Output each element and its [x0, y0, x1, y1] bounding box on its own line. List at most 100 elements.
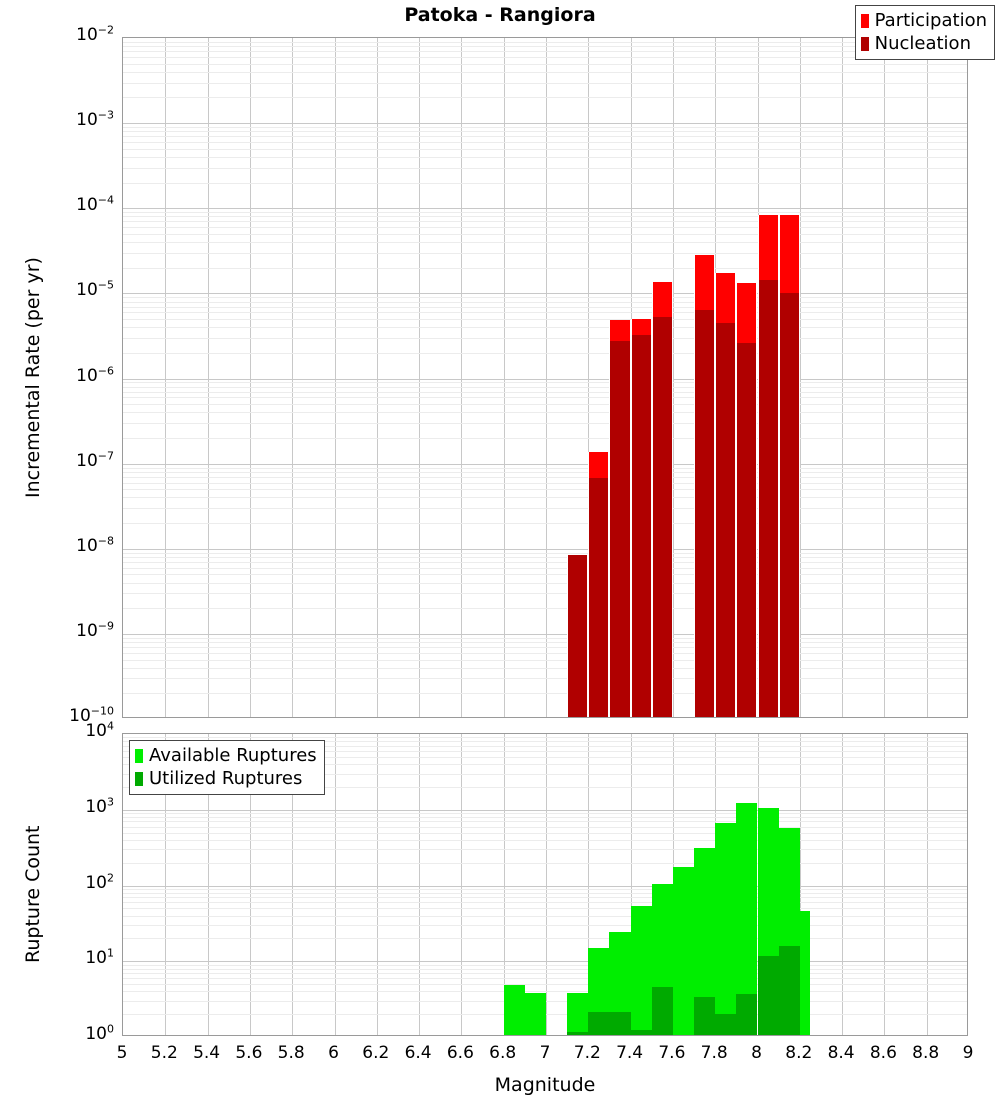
gridline-vertical: [208, 734, 209, 1035]
gridline-horizontal-minor: [123, 574, 967, 575]
legend-swatch-icon: [860, 13, 869, 28]
y-tick-label: 10−8: [76, 534, 114, 556]
gridline-horizontal-minor: [123, 751, 967, 752]
x-tick-label: 6.4: [404, 1043, 432, 1063]
gridline-horizontal-minor: [123, 593, 967, 594]
bar-utilized-ruptures: [630, 1030, 642, 1035]
gridline-horizontal-minor: [123, 268, 967, 269]
bar-available-ruptures: [662, 884, 673, 1035]
gridline-vertical: [335, 734, 336, 1035]
gridline-horizontal-minor: [123, 412, 967, 413]
bar-utilized-ruptures: [641, 1030, 652, 1035]
gridline-vertical: [546, 38, 547, 717]
gridline-horizontal-minor: [123, 468, 967, 469]
x-tick-label: 7.2: [573, 1043, 601, 1063]
gridline-horizontal-minor: [123, 817, 967, 818]
y-tick-label: 10−6: [76, 363, 114, 386]
gridline-vertical: [800, 734, 801, 1035]
gridline-horizontal-minor: [123, 97, 967, 98]
bar-utilized-ruptures: [768, 956, 779, 1035]
bar-nucleation: [778, 293, 800, 717]
gridline-vertical: [884, 38, 885, 717]
rupture-count-legend: Available Ruptures Utilized Ruptures: [129, 740, 325, 795]
bar-available-ruptures: [694, 848, 705, 1035]
bar-available-ruptures: [598, 948, 610, 1035]
gridline-vertical: [419, 38, 420, 717]
bar-utilized-ruptures: [757, 956, 769, 1035]
gridline-horizontal-minor: [123, 397, 967, 398]
bar-utilized-ruptures: [736, 993, 747, 1035]
bar-utilized-ruptures: [588, 1012, 599, 1035]
gridline-horizontal-major: [123, 549, 967, 550]
gridline-vertical: [588, 734, 589, 1035]
gridline-horizontal-minor: [123, 863, 967, 864]
gridline-vertical: [546, 734, 547, 1035]
gridline-horizontal-minor: [123, 902, 967, 903]
gridline-horizontal-minor: [123, 642, 967, 643]
y-tick-label: 102: [85, 870, 114, 893]
gridline-vertical: [377, 38, 378, 717]
x-tick-label: 6: [328, 1043, 339, 1063]
rupture-count-plot-area: [123, 734, 967, 1035]
gridline-horizontal-minor: [123, 889, 967, 890]
y-tick-label: 10−5: [76, 278, 114, 301]
gridline-horizontal-minor: [123, 149, 967, 150]
bar-utilized-ruptures: [704, 996, 716, 1035]
bar-available-ruptures: [704, 848, 716, 1035]
y-tick-label: 10−2: [76, 23, 114, 45]
gridline-vertical: [461, 734, 462, 1035]
gridline-horizontal-minor: [123, 483, 967, 484]
gridline-horizontal-minor: [123, 64, 967, 65]
legend-label: Nucleation: [874, 32, 971, 54]
y-tick-label: 103: [85, 795, 114, 817]
legend-bottom-item: Available Ruptures: [135, 744, 317, 767]
gridline-horizontal-minor: [123, 168, 967, 169]
x-tick-label: 5.4: [193, 1043, 221, 1063]
legend-top-item: Nucleation: [860, 32, 987, 55]
gridline-horizontal-minor: [123, 523, 967, 524]
gridline-horizontal-minor: [123, 737, 967, 738]
legend-label: Participation: [874, 9, 987, 31]
gridline-vertical: [927, 38, 928, 717]
bar-available-ruptures: [651, 884, 663, 1035]
gridline-vertical: [673, 38, 674, 717]
gridline-vertical: [419, 734, 420, 1035]
bar-utilized-ruptures: [651, 987, 663, 1035]
gridline-horizontal-minor: [123, 897, 967, 898]
gridline-horizontal-minor: [123, 497, 967, 498]
gridline-vertical: [292, 38, 293, 717]
gridline-vertical: [884, 734, 885, 1035]
y-tick-label: 10−7: [76, 448, 114, 471]
x-tick-label: 5: [116, 1043, 128, 1063]
bar-nucleation: [694, 310, 716, 717]
gridline-horizontal-minor: [123, 83, 967, 84]
gridline-horizontal-minor: [123, 893, 967, 894]
gridline-horizontal-minor: [123, 827, 967, 828]
gridline-vertical: [461, 38, 462, 717]
gridline-vertical: [250, 38, 251, 717]
gridline-vertical: [842, 734, 843, 1035]
incremental-rate-plot-area: [123, 38, 967, 717]
gridline-vertical: [165, 734, 166, 1035]
gridline-horizontal-minor: [123, 387, 967, 388]
bar-nucleation: [715, 323, 737, 717]
x-tick-label: 7.4: [616, 1043, 644, 1063]
bar-available-ruptures: [535, 992, 546, 1035]
legend-swatch-icon: [860, 36, 869, 51]
gridline-horizontal-minor: [123, 302, 967, 303]
gridline-horizontal-minor: [123, 312, 967, 313]
gridline-horizontal-minor: [123, 693, 967, 694]
legend-label: Available Ruptures: [149, 744, 317, 766]
bar-utilized-ruptures: [725, 1013, 737, 1035]
gridline-horizontal-major: [123, 961, 967, 962]
bar-nucleation: [630, 334, 652, 717]
bar-nucleation: [757, 280, 779, 717]
gridline-horizontal-minor: [123, 212, 967, 213]
x-tick-label: 6.2: [362, 1043, 390, 1063]
gridline-horizontal-major: [123, 886, 967, 887]
bar-available-ruptures: [567, 992, 578, 1035]
y-tick-label: 101: [85, 946, 114, 969]
gridline-horizontal-minor: [123, 608, 967, 609]
bar-available-ruptures: [514, 984, 525, 1035]
gridline-horizontal-minor: [123, 991, 967, 992]
